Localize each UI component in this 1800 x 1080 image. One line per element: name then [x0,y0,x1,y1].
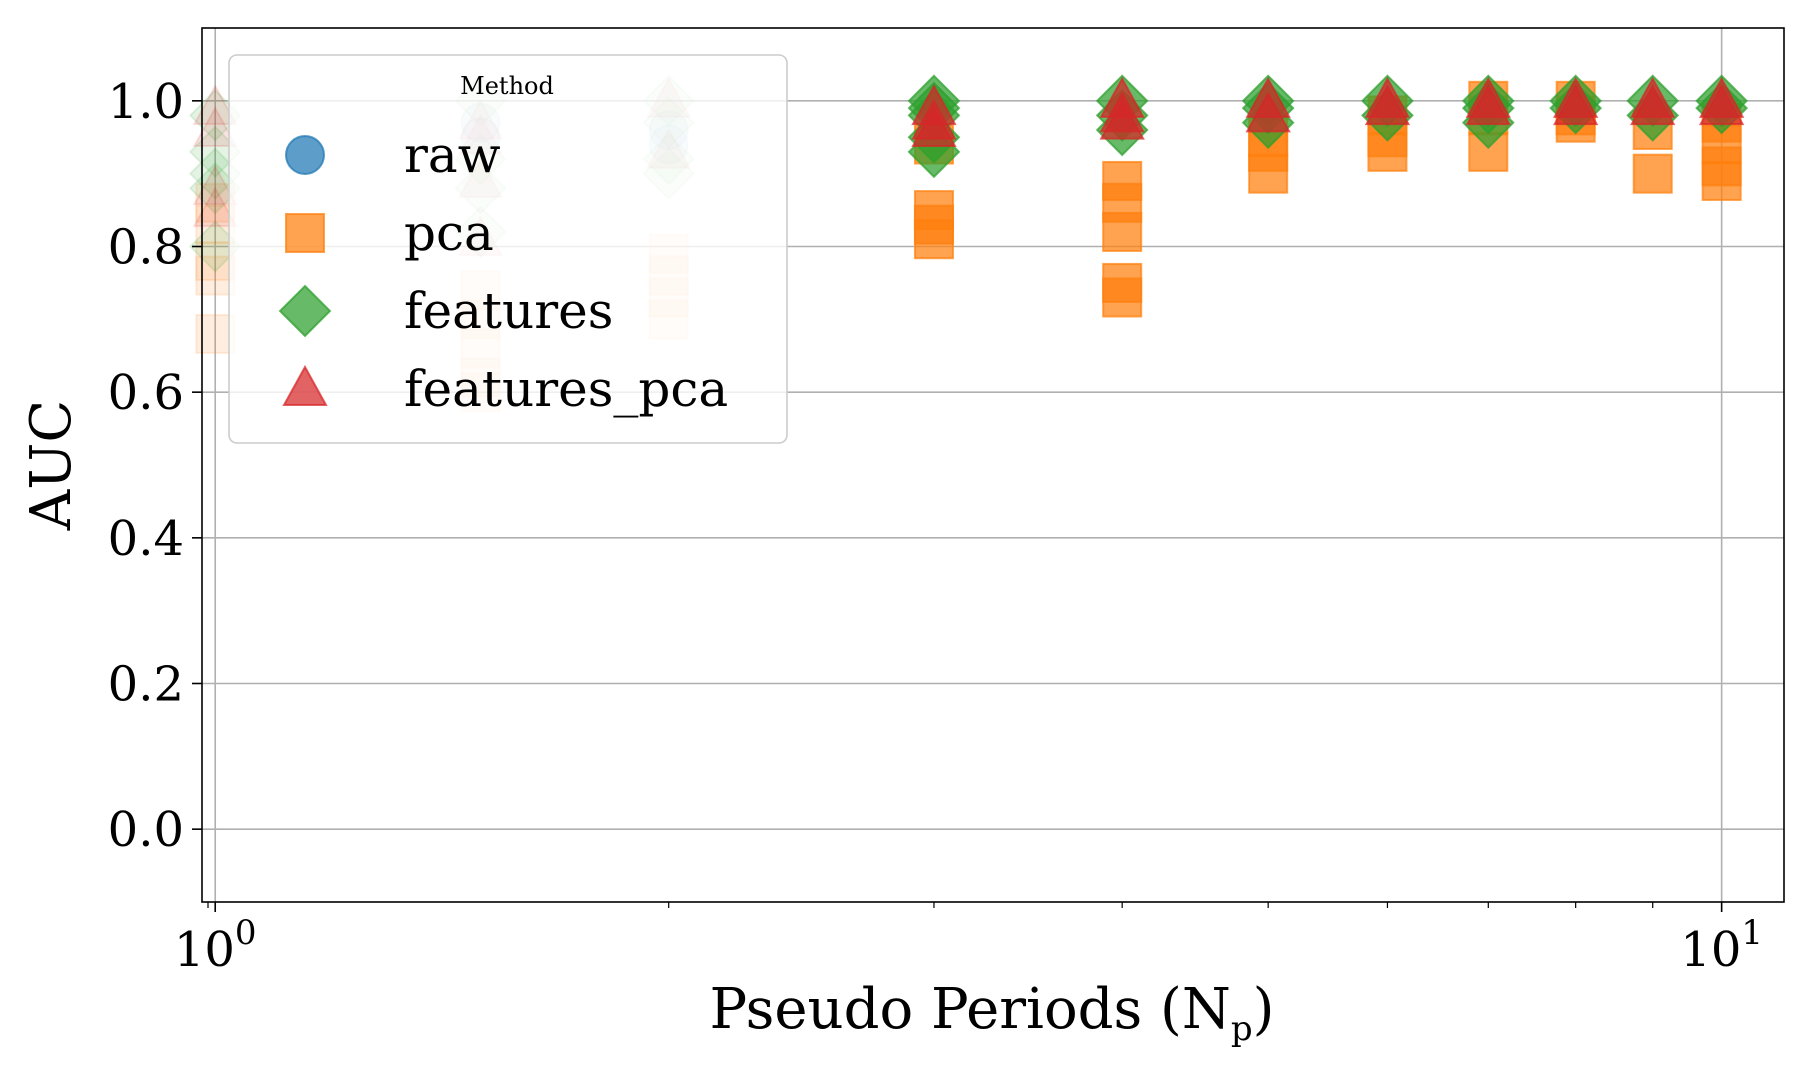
x-tick-label: 101 [1680,913,1763,978]
legend-entries: raw pca features features_pca [278,126,728,418]
point-pca [1102,211,1143,252]
legend-label-pca: pca [404,204,494,262]
point-features-pca [1245,91,1291,133]
y-tick-label: 0.8 [108,220,184,276]
y-tick-label: 0.0 [108,802,184,858]
legend-label-features-pca: features_pca [404,360,728,418]
point-features-pca [1698,84,1745,126]
point-features-pca [1465,84,1511,126]
y-tick-label: 0.4 [108,511,184,567]
point-pca [1248,153,1289,194]
legend-marker-features-pca [282,364,328,406]
legend-box [228,54,788,444]
point-pca [1632,153,1673,194]
axis-ticks: 0.0 0.2 0.4 0.6 0.8 1.0 100 101 [108,74,1763,978]
y-axis-title: AUC [19,400,84,531]
y-tick-label: 0.6 [108,365,184,421]
legend-marker-raw [285,135,325,175]
legend-marker-pca [285,213,325,253]
x-tick-label: 100 [174,913,257,978]
point-features-pca [1364,84,1411,126]
legend: Method raw pca features features_pca [228,54,788,444]
point-features-pca [192,186,238,228]
y-tick-label: 1.0 [108,74,184,130]
point-features-pca [1630,84,1676,126]
point-pca [1701,160,1742,201]
legend-title: Method [460,72,554,100]
point-features-pca [911,105,957,147]
point-pca [1367,131,1408,172]
point-pca [913,219,954,260]
point-features-pca [192,84,238,126]
plot-frame [201,27,1785,903]
legend-label-raw: raw [404,126,501,184]
point-pca [1102,277,1143,318]
legend-marker-features [278,284,332,338]
x-axis-title: Pseudo Periods (Np) [709,977,1274,1049]
point-features-pca [192,105,238,147]
y-tick-label: 0.2 [108,657,184,713]
legend-label-features: features [404,282,613,340]
point-features-pca [192,164,238,206]
point-features-pca [1099,98,1145,140]
point-features-pca [1552,84,1599,126]
